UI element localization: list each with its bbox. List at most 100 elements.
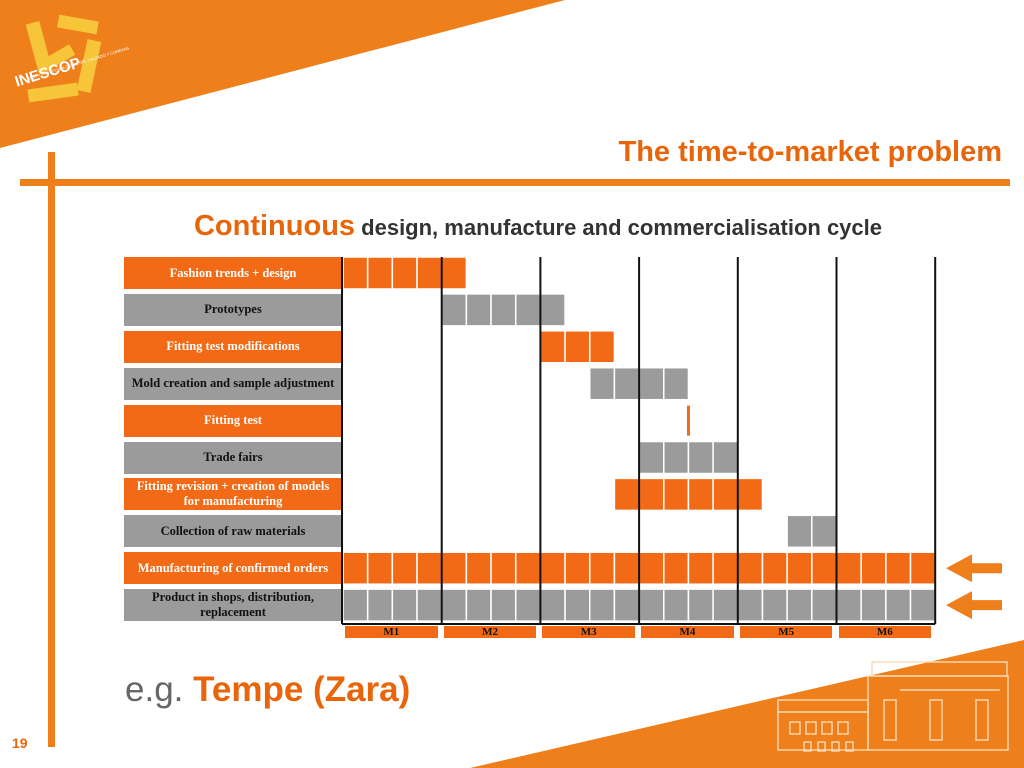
header-banner	[0, 0, 565, 148]
task-bar-cell	[490, 551, 517, 585]
highlight-arrow-icon	[946, 554, 1002, 583]
task-bar-cell	[391, 551, 418, 585]
task-bar-cell	[835, 551, 862, 585]
task-bar-cell	[366, 551, 394, 585]
task-bar-cell	[514, 293, 542, 327]
task-bar-cell	[564, 551, 591, 585]
task-bar-cell	[589, 551, 616, 585]
month-label: M6	[838, 626, 932, 638]
task-bar-cell	[737, 551, 764, 585]
task-bar-cell	[663, 440, 690, 475]
building-drawing-icon	[777, 661, 1009, 752]
task-bar-cell	[440, 551, 468, 585]
task-bar-cell	[465, 588, 492, 622]
example-line: e.g. Tempe (Zara)	[125, 670, 410, 710]
header-divider	[20, 179, 1010, 186]
task-label: Fitting test modifications	[124, 330, 342, 363]
task-bar-cell	[366, 256, 394, 290]
task-bar-cell	[366, 588, 394, 622]
task-bar-cell	[663, 551, 690, 585]
task-bar-cell	[835, 588, 862, 622]
task-label: Fashion trends + design	[124, 257, 342, 289]
task-bar-cell	[514, 588, 542, 622]
milestone-mark	[686, 405, 690, 436]
task-bar-cell	[638, 588, 665, 622]
task-label: Manufacturing of confirmed orders	[124, 552, 342, 585]
task-bar-cell	[638, 440, 665, 475]
task-bar-cell	[539, 588, 566, 622]
inescop-logo	[25, 14, 102, 103]
task-bar-cell	[638, 366, 665, 401]
highlight-arrow-icon	[946, 591, 1002, 620]
task-bar-cell	[589, 330, 616, 364]
task-bar-cell	[663, 366, 690, 401]
task-bar-cell	[687, 588, 714, 622]
task-bar-cell	[712, 588, 739, 622]
task-bar-cell	[613, 477, 640, 512]
task-bar-cell	[440, 293, 468, 327]
task-bar-cell	[761, 588, 788, 622]
task-bar-cell	[440, 256, 468, 290]
task-label: Trade fairs	[124, 441, 342, 474]
task-label: Collection of raw materials	[124, 515, 342, 548]
task-bar-cell	[564, 330, 591, 364]
task-bar-cell	[687, 477, 714, 512]
task-bar-cell	[465, 551, 492, 585]
task-bar-cell	[589, 588, 616, 622]
task-bar-cell	[909, 588, 936, 622]
month-label: M1	[345, 626, 438, 638]
task-bar-cell	[342, 256, 369, 290]
task-bar-cell	[490, 588, 517, 622]
task-bar-cell	[786, 551, 813, 585]
example-prefix: e.g.	[125, 670, 184, 709]
task-bar-cell	[909, 551, 936, 585]
example-company: Tempe (Zara)	[193, 670, 411, 709]
task-label: Fitting revision + creation of models fo…	[124, 478, 342, 511]
task-bar-cell	[663, 588, 690, 622]
task-bar-cell	[589, 366, 616, 401]
month-label: M4	[641, 626, 734, 638]
task-label: Prototypes	[124, 293, 342, 326]
task-bar-cell	[490, 293, 517, 327]
slide-subtitle: Continuous design, manufacture and comme…	[0, 210, 1024, 243]
month-label: M5	[739, 626, 833, 638]
task-bar-cell	[539, 293, 566, 327]
task-bar-cell	[564, 588, 591, 622]
task-bar-cell	[737, 588, 764, 622]
task-bar-cell	[811, 551, 838, 585]
task-bar-cell	[391, 256, 418, 290]
task-bar-cell	[514, 551, 542, 585]
task-bar-cell	[613, 551, 640, 585]
task-bar-cell	[860, 588, 887, 622]
task-bar-cell	[391, 588, 418, 622]
task-bar-cell	[342, 588, 369, 622]
slide-title: The time-to-market problem	[618, 136, 1003, 168]
task-label: Fitting test	[124, 404, 342, 437]
left-divider	[48, 152, 55, 747]
task-bar-cell	[539, 330, 566, 364]
task-bar-cell	[638, 551, 665, 585]
month-label: M3	[542, 626, 636, 638]
month-label: M2	[443, 626, 537, 638]
task-bar-cell	[613, 366, 640, 401]
task-bar-cell	[613, 588, 640, 622]
subtitle-text: design, manufacture and commercialisatio…	[355, 215, 883, 240]
subtitle-emphasis: Continuous	[193, 210, 356, 242]
task-bar-cell	[440, 588, 468, 622]
task-bar-cell	[737, 477, 764, 512]
task-bar-cell	[860, 551, 887, 585]
task-bar-cell	[465, 293, 492, 327]
task-bar-cell	[416, 256, 443, 290]
task-bar-cell	[663, 477, 690, 512]
task-bar-cell	[712, 477, 739, 512]
task-bar-cell	[539, 551, 566, 585]
task-bar-cell	[342, 551, 369, 585]
task-bar-cell	[811, 514, 838, 549]
task-bar-cell	[885, 551, 912, 585]
task-bar-cell	[687, 551, 714, 585]
task-bar-cell	[712, 440, 739, 475]
task-bar-cell	[687, 440, 714, 475]
task-bar-cell	[786, 514, 813, 549]
